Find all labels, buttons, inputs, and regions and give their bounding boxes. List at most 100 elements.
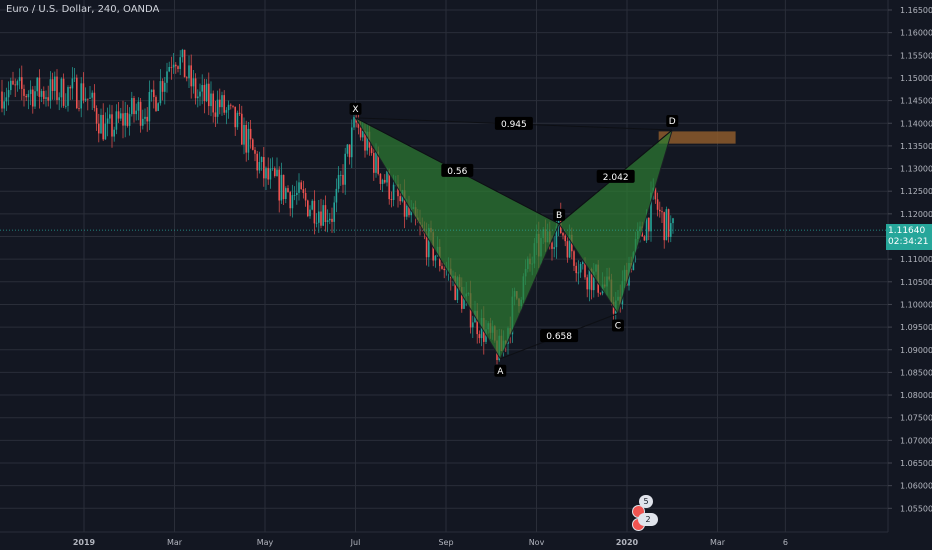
candle-body <box>329 218 331 221</box>
price-tick-label: 1.12000 <box>900 210 932 219</box>
candle-body <box>267 167 269 180</box>
candle-body <box>373 153 375 173</box>
candle-body <box>408 205 410 216</box>
candle-body <box>243 124 245 145</box>
candle-body <box>388 171 390 200</box>
time-tick-label: Sep <box>438 538 453 547</box>
candle-body <box>348 144 351 158</box>
candle-body <box>76 77 78 109</box>
candle-body <box>351 127 353 158</box>
candle-body <box>381 179 384 184</box>
candle-body <box>670 223 672 237</box>
candle-body <box>194 78 197 99</box>
candle-body <box>91 92 93 98</box>
candle-body <box>16 81 19 86</box>
price-tick-label: 1.06500 <box>900 459 932 468</box>
candle-body <box>353 116 355 128</box>
candle-body <box>23 88 25 96</box>
candle-body <box>579 264 582 273</box>
candle-body <box>199 91 201 97</box>
candle-body <box>27 93 30 98</box>
candle-body <box>274 168 276 177</box>
candle-body <box>230 104 232 106</box>
candle-body <box>287 188 289 193</box>
candle-body <box>155 97 157 111</box>
candle-body <box>179 57 181 69</box>
candle-body <box>311 200 313 210</box>
candle-body <box>256 153 258 171</box>
price-tick-label: 1.11000 <box>900 255 932 264</box>
candle-body <box>304 192 307 201</box>
pattern-point-x[interactable]: X <box>349 102 362 115</box>
bar-countdown: 02:34:21 <box>888 237 929 247</box>
candle-body <box>425 233 428 258</box>
candle-body <box>67 87 69 106</box>
candle-body <box>322 205 324 226</box>
candle-body <box>175 64 177 67</box>
candle-body <box>654 187 657 200</box>
harmonic-pattern[interactable]: 0.56 0.658 2.042 0.945 X A B C D <box>349 102 736 377</box>
candle-body <box>575 265 577 274</box>
event-count-badge-top[interactable]: 5 <box>639 495 653 508</box>
candle-body <box>38 77 41 97</box>
candle-body <box>379 173 382 184</box>
candle-body <box>566 241 569 258</box>
time-tick-label: 6 <box>783 538 788 547</box>
price-scale[interactable]: 1.16500 1.16000 1.15500 1.15000 1.14500 1.140… <box>888 6 932 513</box>
candle-body <box>313 200 316 224</box>
price-tick-label: 1.16500 <box>900 6 932 15</box>
candle-body <box>258 161 261 171</box>
candle-body <box>5 97 8 102</box>
candle-body <box>359 127 362 138</box>
price-tick-label: 1.07500 <box>900 414 932 423</box>
ratio-label-bg <box>441 163 474 177</box>
candle-body <box>210 93 212 107</box>
price-tick-label: 1.10500 <box>900 278 932 287</box>
candle-body <box>161 81 164 92</box>
candle-body <box>186 77 188 79</box>
candle-body <box>120 113 122 119</box>
candle-body <box>296 192 298 196</box>
pattern-point-a[interactable]: A <box>494 364 507 377</box>
potential-reversal-zone[interactable] <box>658 131 736 144</box>
ratio-label: 2.042 <box>596 169 635 183</box>
candle-body <box>126 112 129 126</box>
candle-body <box>82 83 85 101</box>
candle-body <box>399 196 401 202</box>
event-count-badge-bottom[interactable]: 2 <box>638 513 658 526</box>
time-scale[interactable]: 2019 Mar May Jul Sep Nov 2020 Mar 6 <box>73 538 788 547</box>
pattern-point-d[interactable]: D <box>666 115 679 128</box>
candle-body <box>104 123 107 140</box>
candle-body <box>366 131 368 151</box>
candle-body <box>159 81 162 104</box>
candle-body <box>276 169 278 177</box>
price-tick-label: 1.09000 <box>900 346 932 355</box>
candle-body <box>40 91 43 97</box>
candle-body <box>216 99 219 117</box>
candle-body <box>406 205 408 217</box>
candle-body <box>65 105 67 107</box>
price-tick-label: 1.09500 <box>900 323 932 332</box>
candle-body <box>43 91 45 99</box>
time-tick-label: 2020 <box>616 538 639 547</box>
pattern-point-b[interactable]: B <box>553 208 566 221</box>
current-price-value: 1.11640 <box>888 226 926 236</box>
pattern-point-c[interactable]: C <box>611 319 624 332</box>
candle-body <box>650 192 652 232</box>
ratio-label-bg <box>596 169 635 183</box>
candle-body <box>337 174 340 189</box>
candle-body <box>177 66 179 69</box>
candle-body <box>153 89 155 98</box>
candle-body <box>247 128 250 153</box>
candle-body <box>249 128 252 140</box>
candle-body <box>298 182 300 193</box>
candle-body <box>461 287 463 309</box>
candle-body <box>238 112 241 114</box>
candle-body <box>78 108 80 109</box>
candle-body <box>166 71 168 83</box>
candle-body <box>269 168 272 180</box>
candle-body <box>410 208 412 216</box>
candle-body <box>656 199 659 210</box>
candle-body <box>333 202 335 222</box>
